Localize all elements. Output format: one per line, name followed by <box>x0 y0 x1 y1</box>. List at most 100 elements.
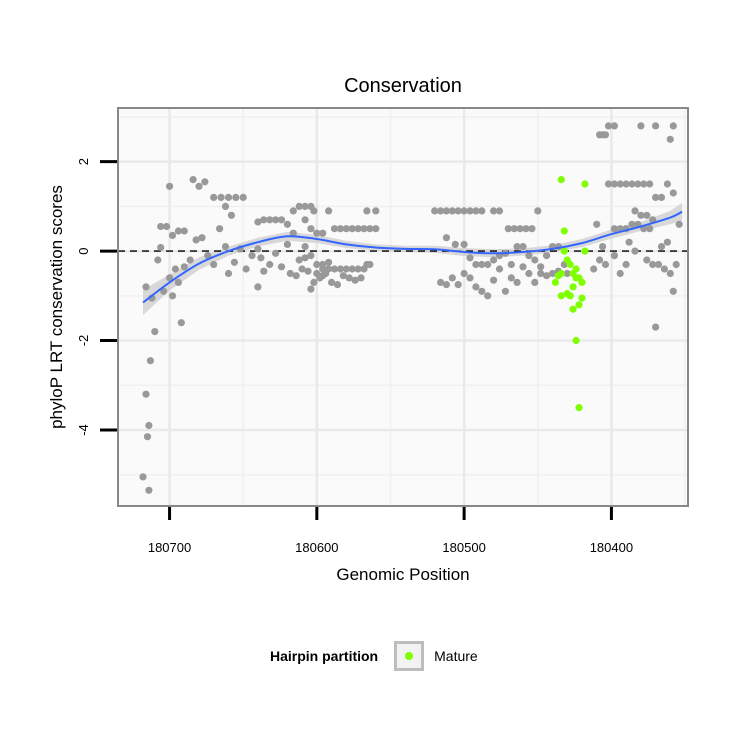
data-point <box>610 180 619 188</box>
data-point <box>610 225 619 233</box>
data-point <box>628 220 636 228</box>
legend-key-mature <box>394 641 425 671</box>
legend: Hairpin partition Mature <box>270 636 478 676</box>
data-point-mature <box>569 305 577 313</box>
data-point <box>478 260 486 269</box>
data-point <box>239 193 247 201</box>
data-point <box>283 240 291 248</box>
data-point <box>298 265 306 273</box>
data-point-mature <box>560 247 568 255</box>
data-point <box>160 287 168 295</box>
data-point <box>301 216 309 224</box>
data-point <box>354 265 362 273</box>
data-point <box>168 231 177 239</box>
data-point <box>610 252 619 260</box>
data-point <box>177 319 185 327</box>
data-point <box>646 180 654 188</box>
data-point <box>519 243 527 251</box>
data-point <box>631 207 639 215</box>
data-point <box>210 260 218 269</box>
x-tick-label: 180400 <box>590 540 633 555</box>
legend-label-mature: Mature <box>434 648 478 664</box>
data-point-mature <box>554 272 563 280</box>
data-point <box>442 207 450 215</box>
data-point <box>301 243 309 251</box>
data-point <box>366 225 374 233</box>
data-point <box>531 278 539 286</box>
data-point-mature <box>557 176 565 184</box>
data-point-mature <box>575 404 583 412</box>
grid-lines <box>118 108 688 506</box>
data-point <box>442 234 450 242</box>
data-point <box>672 260 680 269</box>
legend-mature-dot-icon <box>405 652 414 660</box>
data-point-mature <box>581 247 589 255</box>
data-point <box>230 258 238 266</box>
data-point <box>224 269 233 278</box>
data-point <box>596 256 604 264</box>
data-point <box>325 207 333 215</box>
data-point <box>304 267 312 275</box>
x-axis: 180700 180600 180500 180400 <box>148 507 633 555</box>
data-point-mature <box>578 294 586 302</box>
data-point <box>336 265 344 273</box>
data-point <box>460 240 468 248</box>
chart-title: Conservation <box>344 75 462 97</box>
data-point <box>504 225 512 233</box>
data-point <box>277 216 286 224</box>
data-point <box>519 263 527 271</box>
data-point <box>139 473 147 481</box>
y-tick-label: -2 <box>76 335 91 347</box>
data-point <box>248 252 256 260</box>
data-point-mature <box>560 227 568 235</box>
data-point <box>525 252 533 260</box>
data-point <box>599 243 607 251</box>
data-point <box>217 193 225 201</box>
data-point <box>437 278 445 286</box>
data-point <box>254 218 262 226</box>
y-tick-label: 0 <box>76 247 91 254</box>
data-point <box>313 260 321 269</box>
data-point <box>336 225 344 233</box>
data-point-mature <box>575 301 583 309</box>
data-point-mature <box>566 260 574 269</box>
data-point <box>143 433 152 441</box>
data-point <box>460 207 468 215</box>
data-point-mature <box>566 292 574 300</box>
data-point <box>640 180 648 188</box>
data-point <box>142 283 150 291</box>
scatter-points <box>139 122 683 494</box>
data-point <box>631 247 639 255</box>
x-tick-label: 180700 <box>148 540 191 555</box>
data-point <box>643 211 651 219</box>
data-point <box>490 256 498 264</box>
data-point <box>675 220 683 228</box>
data-point <box>657 243 666 251</box>
data-point <box>622 260 630 269</box>
data-point <box>495 265 504 273</box>
data-point <box>266 216 274 224</box>
data-point <box>345 274 353 282</box>
data-point-mature <box>569 283 577 291</box>
smooth-fit-line <box>142 210 683 304</box>
data-point <box>157 243 165 252</box>
data-point <box>325 258 333 266</box>
data-point <box>357 274 365 282</box>
data-point <box>174 278 182 286</box>
data-point <box>604 180 613 188</box>
x-tick-label: 180500 <box>442 540 485 555</box>
data-point <box>628 180 636 188</box>
data-point <box>663 180 672 188</box>
data-point <box>604 122 613 130</box>
data-point <box>507 274 515 282</box>
data-point <box>319 229 327 237</box>
data-point <box>657 193 666 201</box>
data-point <box>548 269 557 278</box>
data-point <box>466 274 474 282</box>
data-point-mature <box>572 265 580 273</box>
data-point <box>528 225 536 233</box>
data-point <box>363 207 371 215</box>
data-point <box>522 225 530 233</box>
data-point <box>319 260 327 269</box>
data-point <box>466 207 474 215</box>
